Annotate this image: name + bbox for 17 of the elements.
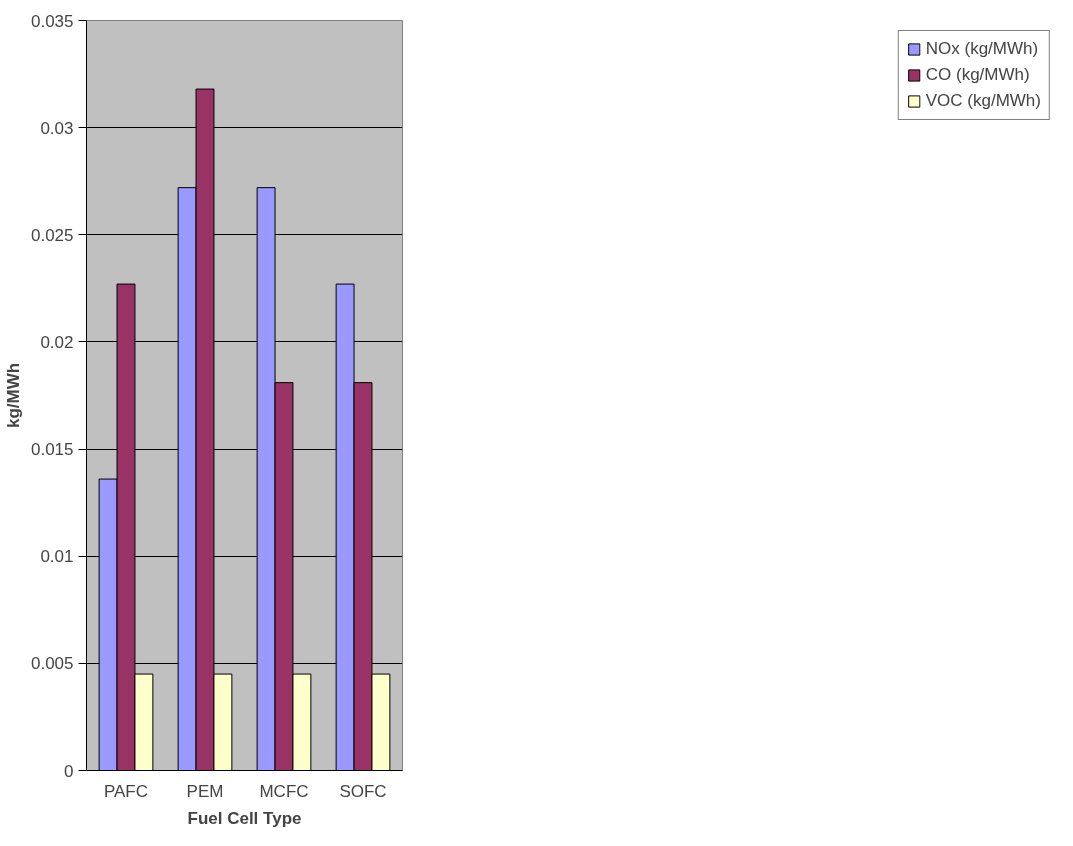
x-tick-label: PAFC [103,781,149,801]
legend-label: CO (kg/MWh) [925,65,1030,85]
x-tick-label: MCFC [259,781,309,801]
legend-label: NOx (kg/MWh) [925,39,1039,59]
y-tick-label: 0 [64,761,74,781]
y-tick-label: 0.015 [30,440,74,460]
y-axis-title: kg/MWh [3,362,23,429]
legend-label: VOC (kg/MWh) [925,91,1041,111]
x-tick-label: SOFC [339,781,387,801]
y-tick-label: 0.01 [40,547,74,567]
y-tick-label: 0.025 [30,225,74,245]
x-tick-label: PEM [186,781,224,801]
y-tick-label: 0.005 [30,654,74,674]
y-tick-label: 0.02 [40,332,74,352]
x-axis-title: Fuel Cell Type [187,808,302,828]
y-tick-label: 0.035 [30,11,74,31]
y-tick-label: 0.03 [40,118,74,138]
